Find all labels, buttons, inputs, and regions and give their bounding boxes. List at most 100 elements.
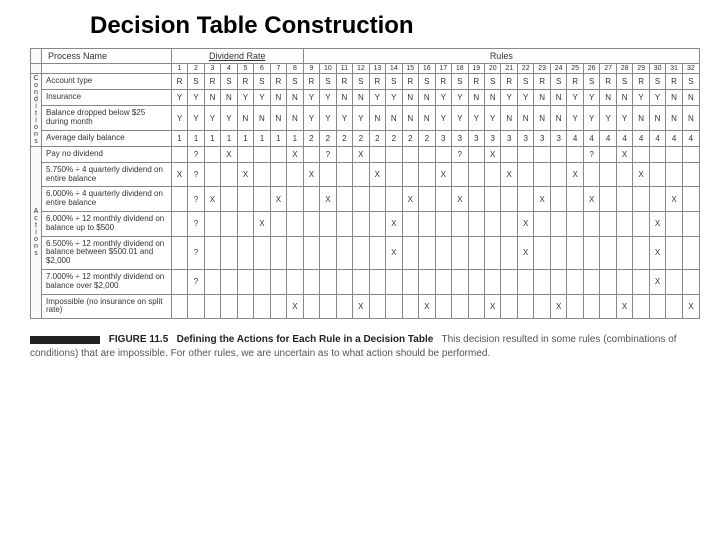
action-cell — [188, 294, 204, 319]
action-cell — [534, 236, 550, 269]
condition-cell: N — [633, 106, 649, 131]
condition-cell: S — [287, 74, 304, 90]
action-cell — [468, 147, 484, 163]
action-cell — [452, 162, 468, 187]
action-cell — [666, 294, 682, 319]
action-cell — [633, 147, 649, 163]
rule-number: 27 — [600, 64, 616, 74]
action-cell: X — [484, 294, 500, 319]
action-cell: X — [237, 162, 253, 187]
condition-cell: N — [534, 106, 550, 131]
action-cell — [633, 269, 649, 294]
action-cell — [550, 236, 566, 269]
condition-label: Balance dropped below $25 during month — [41, 106, 171, 131]
action-cell: X — [666, 187, 682, 212]
table-header-row: Process NameDividend RateRules — [31, 49, 700, 64]
rule-number: 11 — [336, 64, 352, 74]
action-cell — [419, 187, 435, 212]
action-cell — [435, 211, 451, 236]
condition-cell: Y — [303, 106, 319, 131]
condition-cell: Y — [303, 90, 319, 106]
action-cell: X — [221, 147, 237, 163]
action-cell — [550, 269, 566, 294]
condition-cell: R — [633, 74, 649, 90]
action-cell — [600, 294, 616, 319]
condition-cell: R — [534, 74, 550, 90]
condition-cell: R — [468, 74, 484, 90]
condition-cell: 2 — [369, 130, 385, 146]
action-cell — [287, 269, 304, 294]
action-cell: ? — [583, 147, 599, 163]
condition-cell: 3 — [452, 130, 468, 146]
condition-cell: 1 — [237, 130, 253, 146]
condition-cell: R — [666, 74, 682, 90]
action-cell — [369, 147, 385, 163]
rule-number: 25 — [567, 64, 583, 74]
action-cell — [468, 211, 484, 236]
rule-number: 7 — [270, 64, 286, 74]
condition-cell: 2 — [336, 130, 352, 146]
condition-cell: N — [534, 90, 550, 106]
action-cell — [600, 187, 616, 212]
rule-number: 1 — [171, 64, 187, 74]
condition-cell: 2 — [303, 130, 319, 146]
action-cell — [419, 269, 435, 294]
rule-number: 15 — [402, 64, 418, 74]
action-cell — [649, 294, 665, 319]
action-cell — [583, 236, 599, 269]
dividend-rate-header: Dividend Rate — [171, 49, 303, 64]
header-blank — [31, 49, 42, 64]
action-cell — [501, 294, 517, 319]
condition-cell: N — [353, 90, 369, 106]
condition-cell: N — [682, 90, 699, 106]
action-row: 6.000% ÷ 4 quarterly dividend on entire … — [31, 187, 700, 212]
condition-cell: N — [270, 106, 286, 131]
action-cell — [682, 236, 699, 269]
condition-cell: N — [287, 106, 304, 131]
action-cell — [303, 147, 319, 163]
condition-cell: R — [501, 74, 517, 90]
condition-cell: Y — [188, 106, 204, 131]
process-name-header: Process Name — [41, 49, 171, 64]
conditions-side-label: Conditions — [31, 74, 42, 147]
action-cell — [369, 236, 385, 269]
action-row: Impossible (no insurance on split rate)X… — [31, 294, 700, 319]
action-cell: X — [517, 236, 533, 269]
action-cell: X — [204, 187, 220, 212]
action-cell: ? — [452, 147, 468, 163]
condition-cell: N — [204, 90, 220, 106]
action-cell: X — [616, 294, 632, 319]
action-cell — [468, 236, 484, 269]
condition-cell: N — [402, 106, 418, 131]
action-cell — [468, 294, 484, 319]
action-cell — [336, 162, 352, 187]
rule-number: 9 — [303, 64, 319, 74]
action-cell — [501, 187, 517, 212]
condition-cell: N — [287, 90, 304, 106]
condition-cell: R — [204, 74, 220, 90]
action-cell — [204, 162, 220, 187]
action-cell — [237, 211, 253, 236]
action-cell — [270, 294, 286, 319]
action-cell — [171, 294, 187, 319]
condition-cell: S — [386, 74, 402, 90]
actions-side-label: Actions — [31, 147, 42, 319]
action-cell — [270, 236, 286, 269]
action-cell — [666, 211, 682, 236]
condition-cell: S — [254, 74, 270, 90]
condition-cell: R — [369, 74, 385, 90]
rule-number: 18 — [452, 64, 468, 74]
action-cell — [171, 269, 187, 294]
condition-cell: R — [336, 74, 352, 90]
action-cell — [484, 187, 500, 212]
condition-cell: N — [517, 106, 533, 131]
rule-number: 19 — [468, 64, 484, 74]
condition-cell: R — [171, 74, 187, 90]
condition-cell: N — [616, 90, 632, 106]
action-cell — [386, 162, 402, 187]
action-cell — [303, 211, 319, 236]
condition-cell: N — [550, 90, 566, 106]
action-cell — [204, 147, 220, 163]
action-cell: ? — [188, 162, 204, 187]
action-cell — [468, 162, 484, 187]
